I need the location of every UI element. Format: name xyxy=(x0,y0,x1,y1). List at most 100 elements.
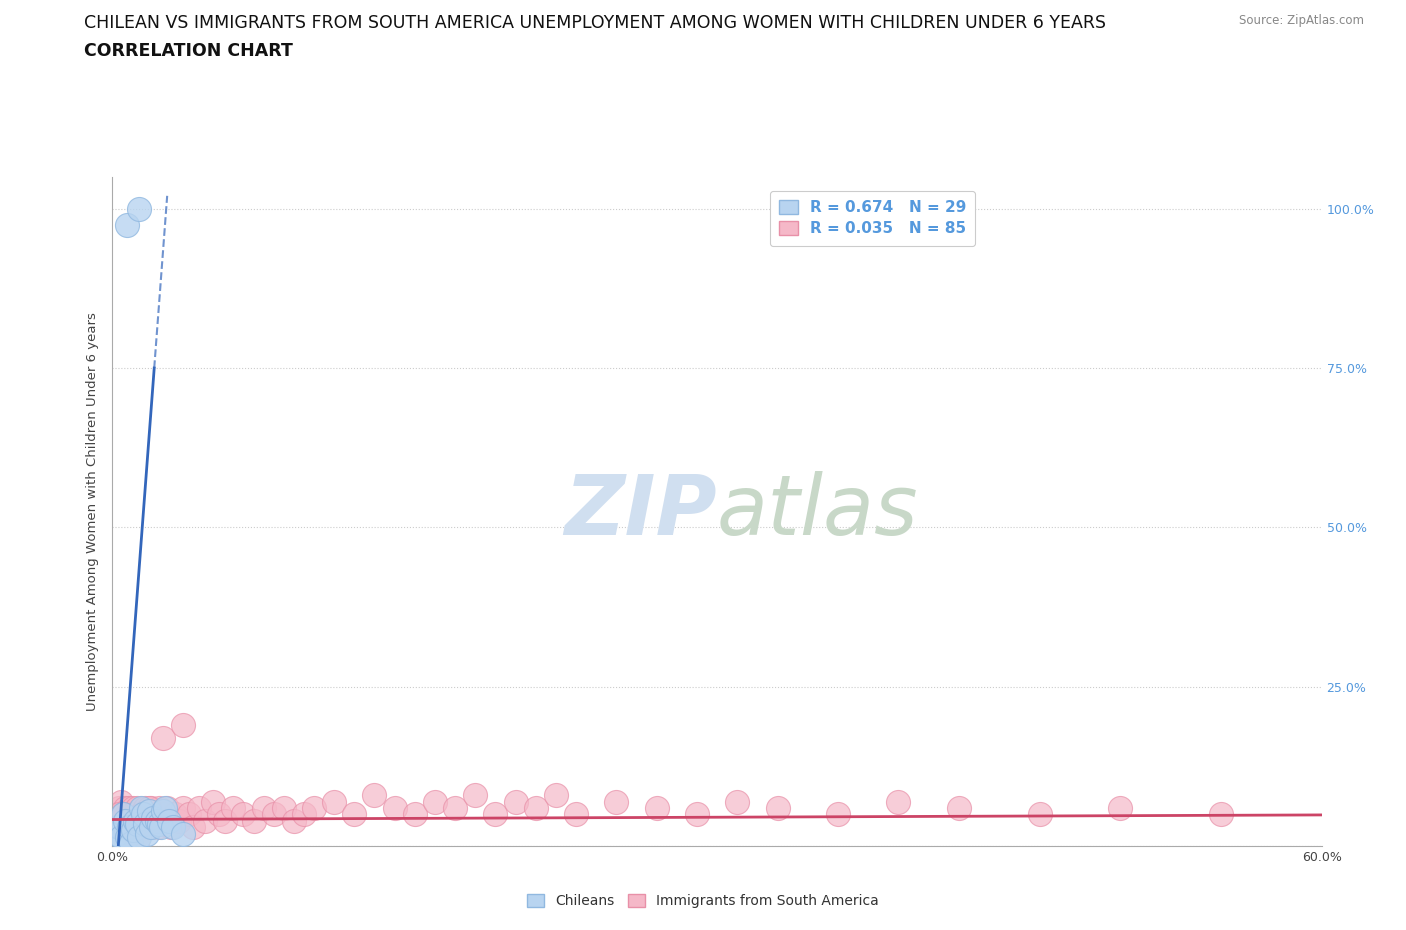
Point xyxy=(117,819,139,834)
Point xyxy=(142,810,165,825)
Point xyxy=(125,801,148,816)
Point xyxy=(129,807,152,822)
Point xyxy=(107,801,129,816)
Point xyxy=(115,830,138,844)
Point xyxy=(132,807,155,822)
Point xyxy=(110,794,132,809)
Point xyxy=(686,807,709,822)
Point xyxy=(146,819,169,834)
Point xyxy=(124,807,146,822)
Point xyxy=(188,801,211,816)
Point xyxy=(146,814,169,829)
Point xyxy=(645,801,668,816)
Point xyxy=(827,807,849,822)
Point xyxy=(129,801,152,816)
Point xyxy=(152,807,174,822)
Point xyxy=(194,814,217,829)
Point xyxy=(544,788,567,803)
Point xyxy=(444,801,467,816)
Point xyxy=(125,836,148,851)
Point xyxy=(149,819,172,834)
Point xyxy=(121,801,143,816)
Point xyxy=(505,794,527,809)
Point xyxy=(103,814,125,829)
Point xyxy=(134,801,156,816)
Point xyxy=(148,817,170,831)
Point xyxy=(404,807,426,822)
Point xyxy=(363,788,385,803)
Point xyxy=(464,788,486,803)
Point xyxy=(139,801,162,816)
Text: CORRELATION CHART: CORRELATION CHART xyxy=(84,42,294,60)
Point xyxy=(110,814,132,829)
Point xyxy=(1209,807,1232,822)
Point xyxy=(117,801,139,816)
Point xyxy=(111,819,134,834)
Point xyxy=(214,814,236,829)
Point xyxy=(232,807,254,822)
Point xyxy=(121,814,143,829)
Point xyxy=(115,807,138,822)
Point xyxy=(114,814,136,829)
Point xyxy=(766,801,789,816)
Point xyxy=(172,826,194,841)
Point xyxy=(125,817,148,831)
Point xyxy=(142,814,165,829)
Point xyxy=(725,794,748,809)
Point xyxy=(111,807,134,822)
Point xyxy=(524,801,547,816)
Point xyxy=(121,823,143,838)
Point xyxy=(107,819,129,834)
Point xyxy=(107,819,129,834)
Point xyxy=(128,201,150,216)
Point xyxy=(202,794,225,809)
Point xyxy=(120,836,142,851)
Point xyxy=(242,814,264,829)
Point xyxy=(134,817,156,831)
Point xyxy=(117,814,139,829)
Text: CHILEAN VS IMMIGRANTS FROM SOUTH AMERICA UNEMPLOYMENT AMONG WOMEN WITH CHILDREN : CHILEAN VS IMMIGRANTS FROM SOUTH AMERICA… xyxy=(84,14,1107,32)
Point xyxy=(114,801,136,816)
Point xyxy=(115,217,138,232)
Point xyxy=(160,819,183,834)
Point xyxy=(343,807,366,822)
Point xyxy=(323,794,346,809)
Point xyxy=(162,819,184,834)
Point xyxy=(208,807,231,822)
Point xyxy=(105,826,128,841)
Point xyxy=(111,807,134,822)
Point xyxy=(263,807,285,822)
Point xyxy=(157,814,180,829)
Point xyxy=(138,804,160,818)
Legend: R = 0.674   N = 29, R = 0.035   N = 85: R = 0.674 N = 29, R = 0.035 N = 85 xyxy=(770,191,976,246)
Point xyxy=(605,794,627,809)
Point xyxy=(124,814,146,829)
Point xyxy=(107,807,129,822)
Y-axis label: Unemployment Among Women with Children Under 6 years: Unemployment Among Women with Children U… xyxy=(86,312,100,711)
Point xyxy=(423,794,446,809)
Point xyxy=(177,807,200,822)
Point xyxy=(135,826,157,841)
Point xyxy=(156,801,179,816)
Point xyxy=(120,819,142,834)
Point xyxy=(283,814,305,829)
Point xyxy=(114,814,136,829)
Point xyxy=(172,718,194,733)
Point xyxy=(152,730,174,745)
Point xyxy=(128,819,150,834)
Point xyxy=(302,801,325,816)
Point xyxy=(138,819,160,834)
Point xyxy=(1028,807,1050,822)
Text: ZIP: ZIP xyxy=(564,471,717,552)
Point xyxy=(1109,801,1132,816)
Point xyxy=(167,814,190,829)
Point xyxy=(143,807,166,822)
Point xyxy=(135,807,157,822)
Point xyxy=(128,830,150,844)
Point xyxy=(111,807,134,822)
Point xyxy=(148,801,170,816)
Point xyxy=(484,807,506,822)
Point xyxy=(153,801,176,816)
Point xyxy=(120,807,142,822)
Point xyxy=(105,807,128,822)
